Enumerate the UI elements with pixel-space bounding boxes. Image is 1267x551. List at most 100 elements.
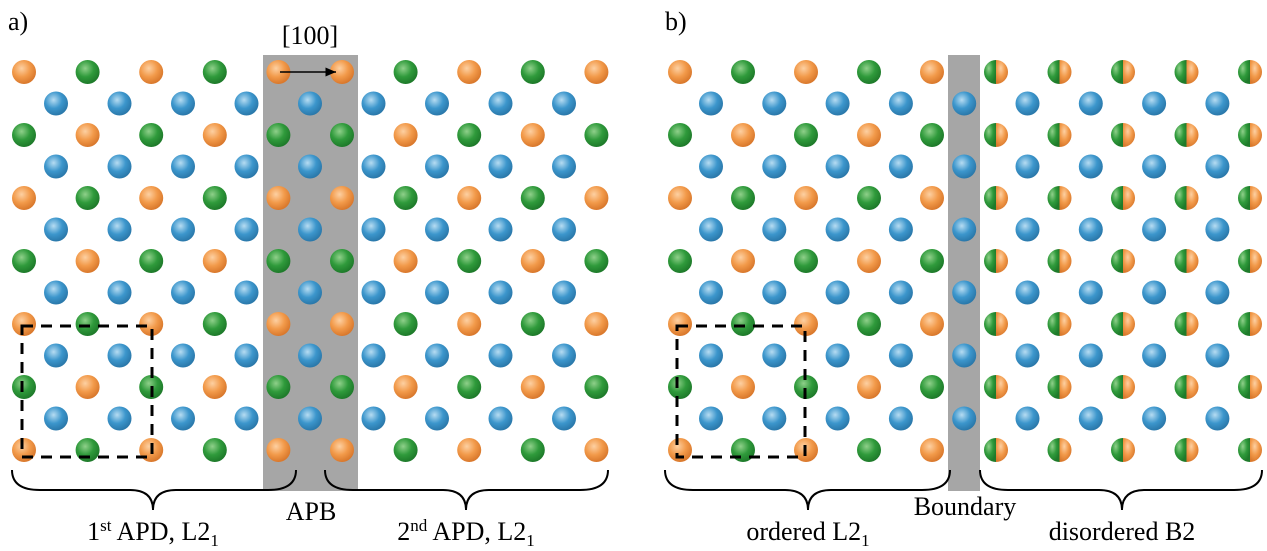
atom	[235, 344, 259, 368]
atom	[889, 155, 913, 179]
atom	[171, 344, 195, 368]
mixed-atom	[996, 312, 1008, 336]
atom	[794, 186, 818, 210]
atom	[394, 375, 418, 399]
atom	[731, 60, 755, 84]
atom	[12, 60, 36, 84]
mixed-atom	[1175, 438, 1187, 462]
mixed-atom	[1048, 186, 1060, 210]
atom	[552, 155, 576, 179]
mixed-atom	[984, 249, 996, 273]
atom	[889, 281, 913, 305]
label-text: 1	[87, 517, 100, 546]
atom	[731, 186, 755, 210]
panel-label: b)	[665, 7, 687, 36]
atom	[762, 407, 786, 431]
atom	[699, 92, 723, 116]
atom	[889, 218, 913, 242]
atom	[521, 186, 545, 210]
mixed-atom	[984, 123, 996, 147]
atom	[362, 218, 386, 242]
mixed-atom	[1060, 438, 1072, 462]
atom	[699, 407, 723, 431]
label-text: ordered L2	[746, 517, 861, 546]
atom	[584, 123, 608, 147]
atom	[552, 407, 576, 431]
atom	[362, 155, 386, 179]
atom	[203, 249, 227, 273]
atom	[235, 218, 259, 242]
mixed-atom	[1175, 312, 1187, 336]
atom	[521, 60, 545, 84]
atom	[668, 186, 692, 210]
atom	[857, 60, 881, 84]
atom	[584, 375, 608, 399]
atom	[298, 92, 322, 116]
mixed-atom	[996, 249, 1008, 273]
mixed-atom	[1175, 123, 1187, 147]
atom	[699, 281, 723, 305]
atom	[362, 407, 386, 431]
atom	[266, 438, 290, 462]
atom	[394, 249, 418, 273]
atom	[1205, 155, 1229, 179]
mixed-atom	[984, 186, 996, 210]
atom	[203, 186, 227, 210]
atom	[76, 60, 100, 84]
mixed-atom	[1111, 375, 1123, 399]
mixed-atom	[1238, 375, 1250, 399]
atom	[1079, 344, 1103, 368]
atom	[1016, 344, 1040, 368]
atom	[203, 123, 227, 147]
atom	[920, 438, 944, 462]
atom	[920, 186, 944, 210]
atom	[76, 123, 100, 147]
atom	[584, 312, 608, 336]
label-sub: 1	[861, 531, 870, 550]
mixed-atom	[1123, 312, 1135, 336]
atom	[425, 92, 449, 116]
atom	[394, 60, 418, 84]
atom	[762, 155, 786, 179]
atom	[203, 375, 227, 399]
atom	[857, 312, 881, 336]
atom	[489, 407, 513, 431]
mixed-atom	[1175, 186, 1187, 210]
atom	[457, 60, 481, 84]
atom	[457, 249, 481, 273]
mixed-atom	[1187, 249, 1199, 273]
atom	[330, 375, 354, 399]
atom	[489, 92, 513, 116]
mixed-atom	[1111, 438, 1123, 462]
atom	[920, 60, 944, 84]
atom	[889, 407, 913, 431]
mixed-atom	[1060, 186, 1072, 210]
atom	[266, 249, 290, 273]
mixed-atom	[1250, 249, 1262, 273]
atom	[668, 249, 692, 273]
atom	[952, 407, 976, 431]
mixed-atom	[984, 312, 996, 336]
atom	[699, 344, 723, 368]
atom	[1142, 407, 1166, 431]
atom	[1079, 155, 1103, 179]
atom	[668, 312, 692, 336]
atom	[1016, 407, 1040, 431]
domain-label: 1st APD, L21	[87, 516, 219, 550]
direction-label: [100]	[282, 21, 338, 50]
atom	[298, 155, 322, 179]
atom	[920, 312, 944, 336]
atom	[699, 155, 723, 179]
atom	[762, 344, 786, 368]
atom	[76, 249, 100, 273]
mixed-atom	[1123, 375, 1135, 399]
label-text: APD, L2	[427, 517, 526, 546]
atom	[298, 344, 322, 368]
mixed-atom	[1250, 375, 1262, 399]
atom	[235, 92, 259, 116]
atom	[1142, 218, 1166, 242]
atom	[457, 375, 481, 399]
atom	[920, 375, 944, 399]
atom	[552, 92, 576, 116]
atom	[489, 218, 513, 242]
